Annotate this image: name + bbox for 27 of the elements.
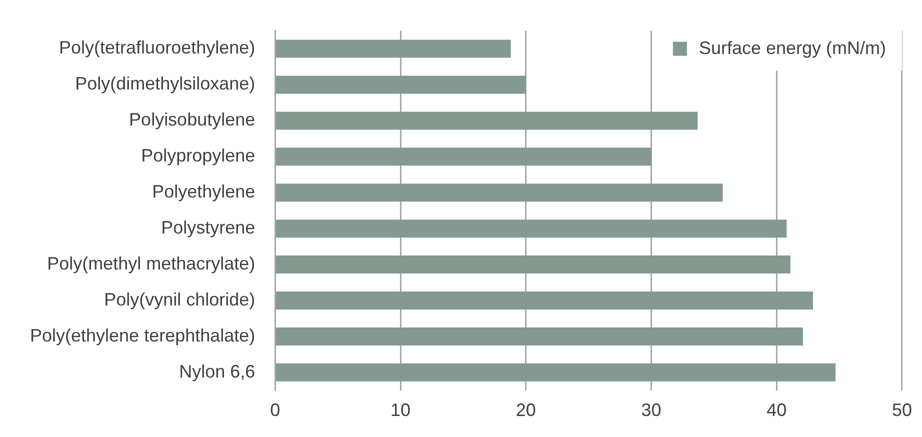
bar xyxy=(276,363,836,382)
bar xyxy=(276,40,511,58)
bar xyxy=(276,76,526,94)
y-tick-label: Poly(ethylene terephthalate) xyxy=(30,325,256,346)
y-tick-label: Poly(tetrafluoroethylene) xyxy=(59,38,256,58)
legend-label: Surface energy (mN/m) xyxy=(698,38,886,58)
bar xyxy=(276,327,803,346)
y-tick-label: Polyethylene xyxy=(152,182,256,202)
bar xyxy=(276,292,813,310)
bar xyxy=(276,148,652,166)
bar xyxy=(276,256,790,274)
y-tick-label: Poly(vynil chloride) xyxy=(104,289,256,310)
bar xyxy=(276,112,698,130)
x-tick-label: 40 xyxy=(766,400,787,420)
y-tick-label: Poly(methyl methacrylate) xyxy=(47,254,256,274)
y-tick-label: Polypropylene xyxy=(141,146,256,166)
x-tick-label: 20 xyxy=(516,400,536,420)
x-tick-label: 50 xyxy=(892,400,912,420)
x-tick-label: 0 xyxy=(270,400,280,420)
y-tick-label: Polystyrene xyxy=(161,218,256,238)
bar xyxy=(276,220,787,238)
y-tick-label: Nylon 6,6 xyxy=(179,361,256,382)
bar xyxy=(276,184,723,202)
x-tick-label: 30 xyxy=(641,400,662,420)
x-tick-label: 10 xyxy=(390,400,411,420)
y-tick-label: Poly(dimethylsiloxane) xyxy=(75,74,256,94)
y-tick-label: Polyisobutylene xyxy=(129,110,256,130)
